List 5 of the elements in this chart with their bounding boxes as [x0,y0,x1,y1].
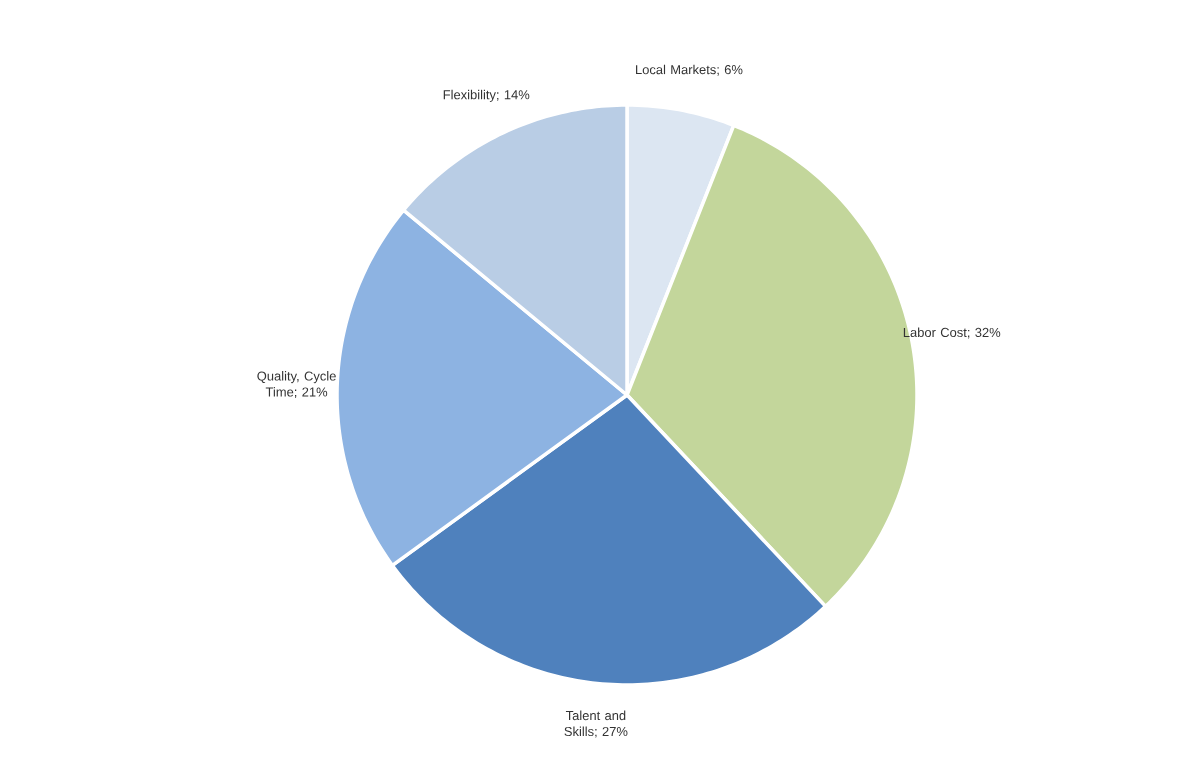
slice-label: Talent and Skills; 27% [564,710,628,738]
slice-label: Local Markets; 6% [636,64,743,76]
slice-label: Labor Cost; 32% [903,327,1001,339]
slice-label: Quality, Cycle Time; 21% [257,371,336,399]
slice-label: Flexibility; 14% [443,89,530,102]
